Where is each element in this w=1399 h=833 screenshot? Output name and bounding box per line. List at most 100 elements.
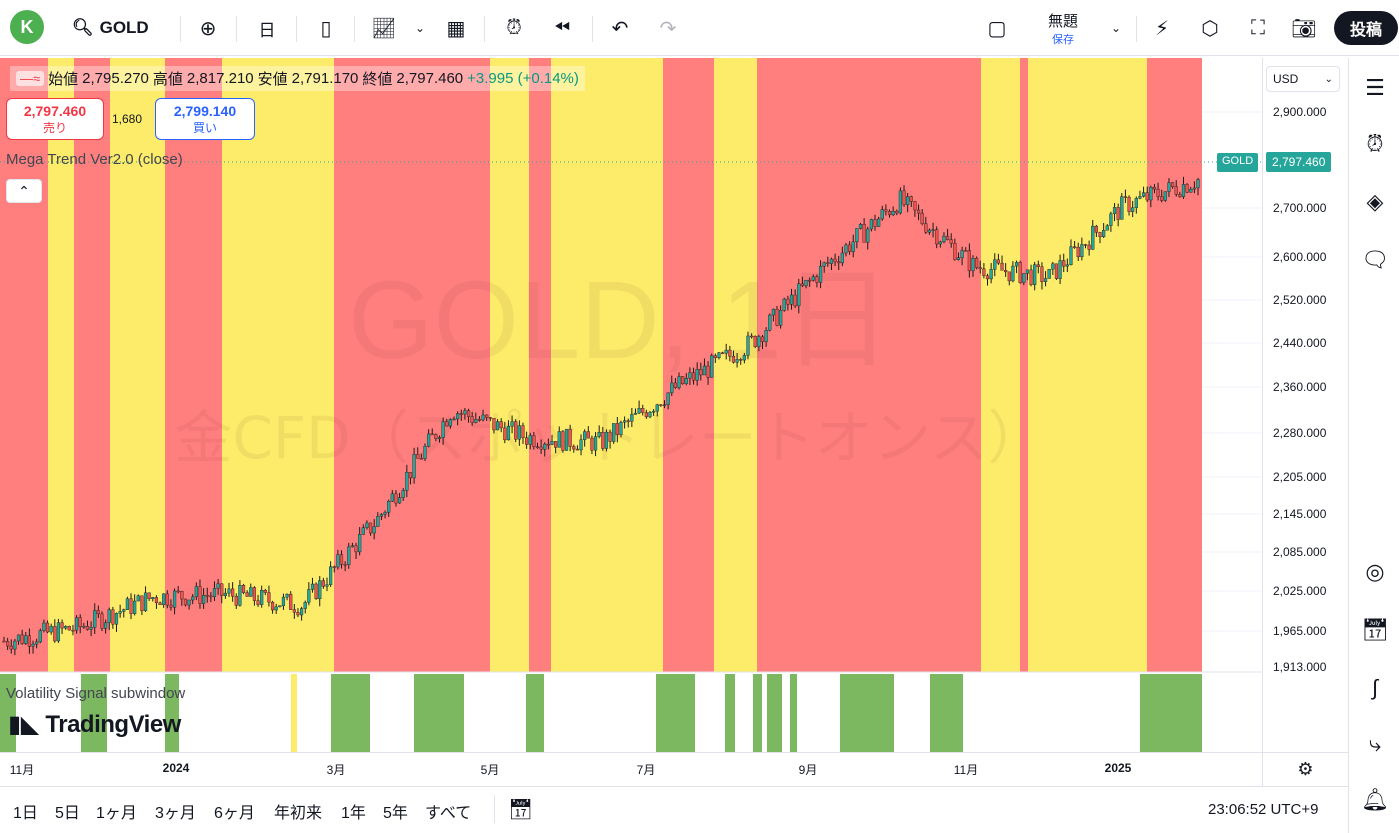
candle-body [695, 369, 699, 381]
redo-icon[interactable]: ↷ [659, 17, 677, 40]
candle-body [466, 410, 471, 417]
time-axis[interactable]: 11月 2024 3月 5月 7月 9月 11月 2025 [0, 752, 1262, 786]
clock[interactable]: 23:06:52 UTC+9 [1208, 801, 1319, 818]
stream-icon[interactable]: ⤷ [1368, 731, 1382, 756]
legend-toggle-icon[interactable]: —≈ [16, 71, 45, 86]
notification-bell-icon[interactable]: 🔔︎ [1361, 787, 1389, 812]
candle-body [601, 432, 605, 449]
templates-icon[interactable]: ▦ [446, 17, 466, 40]
candle-body [1131, 207, 1135, 212]
undo-icon[interactable]: ↶ [611, 17, 629, 40]
candle-style-icon[interactable]: ▯ [320, 17, 332, 40]
candle-body [270, 601, 275, 611]
quick-search-icon[interactable]: ⚡︎ [1154, 17, 1170, 40]
goto-date-icon[interactable]: 📅︎ [508, 799, 534, 821]
candle-body [554, 441, 558, 448]
candle-body [1189, 188, 1193, 193]
symbol-search-button[interactable]: 🔍︎ GOLD [72, 0, 162, 56]
post-button[interactable]: 投稿 [1334, 11, 1398, 45]
change-value: +3.995 (+0.14%) [467, 70, 579, 87]
sell-button[interactable]: 2,797.460 売り [6, 98, 104, 140]
candle-body [42, 622, 46, 631]
candle-body [1087, 244, 1091, 250]
candle-body [336, 554, 340, 568]
candle-body [13, 640, 17, 650]
candle-body [408, 471, 413, 479]
candle-body [633, 412, 638, 415]
candle-body [648, 411, 652, 418]
trend-band [490, 58, 529, 672]
candle-body [535, 446, 540, 448]
candle-body [804, 279, 808, 286]
candle-body [78, 617, 82, 627]
candle-body [673, 382, 677, 388]
range-button[interactable]: 1ヶ月 [96, 805, 137, 822]
buy-button[interactable]: 2,799.140 買い [155, 98, 255, 140]
time-label: 9月 [798, 763, 818, 777]
camera-icon[interactable]: 📷︎ [1291, 17, 1317, 40]
price-axis[interactable]: 2,900.000 2,700.000 2,600.000 2,520.000 2,44… [1262, 58, 1348, 752]
axis-settings-icon[interactable]: ⚙︎ [1262, 752, 1348, 786]
chevron-down-icon[interactable]: ⌄ [1110, 21, 1122, 35]
candle-body [314, 583, 318, 600]
candle-body [430, 433, 434, 436]
candle-body [1160, 196, 1164, 201]
volatility-signal-bar [0, 674, 16, 752]
range-button[interactable]: 1年 [341, 805, 366, 822]
candle-body [1109, 213, 1113, 226]
range-button[interactable]: 1日 [13, 805, 38, 822]
watchlist-icon[interactable]: ☰ [1365, 75, 1385, 100]
alarm-clock-icon[interactable]: ⏰︎ [1366, 131, 1384, 156]
range-button[interactable]: 年初来 [274, 805, 323, 822]
candle-body [1033, 264, 1037, 285]
currency-select[interactable]: USD ⌄ [1266, 66, 1340, 92]
candle-body [1029, 269, 1033, 285]
low-value: 2,791.170 [291, 70, 359, 87]
candle-body [96, 610, 100, 615]
range-button[interactable]: 3ヶ月 [155, 805, 196, 822]
sell-label: 売り [42, 121, 67, 135]
interval-button[interactable]: 日 [258, 20, 276, 40]
collapse-chevron-up-icon[interactable]: ⌃ [6, 179, 42, 203]
save-layout-button[interactable]: 無題 保存 [1030, 0, 1096, 56]
pine-editor-icon[interactable]: ∫ [1371, 675, 1379, 700]
candle-body [100, 613, 104, 629]
calendar-icon[interactable]: 📅︎ [1361, 617, 1389, 642]
candle-body [427, 433, 431, 447]
candle-body [1080, 244, 1084, 258]
candle-body [390, 493, 394, 502]
alert-icon[interactable]: ⏰︎ [506, 16, 522, 39]
tradingview-logo[interactable]: ▮◣ TradingView [8, 711, 181, 738]
candle-body [136, 595, 140, 602]
candle-body [506, 425, 511, 441]
user-avatar[interactable]: K [10, 10, 44, 44]
ohlc-legend: —≈ 始値 2,795.270 高値 2,817.210 安値 2,791.170 終… [10, 66, 585, 91]
range-button[interactable]: 5日 [55, 805, 80, 822]
sell-price: 2,797.460 [23, 103, 87, 119]
layout-icon[interactable]: ▢ [987, 17, 1007, 40]
range-button[interactable]: すべて [425, 805, 472, 822]
range-button[interactable]: 5年 [383, 805, 408, 822]
candle-body [793, 294, 797, 307]
layers-icon[interactable]: ◈ [1366, 189, 1384, 214]
candle-body [9, 645, 13, 650]
replay-icon[interactable]: ⏪︎ [554, 16, 570, 39]
subwindow-name[interactable]: Volatility Signal subwindow [6, 685, 186, 702]
candle-body [129, 598, 133, 614]
candle-body [572, 446, 576, 450]
target-icon[interactable]: ◎ [1365, 559, 1385, 584]
chart-pane[interactable]: GOLD, 1日金CFD（スポットレートオンス） [0, 58, 1262, 752]
candle-body [318, 580, 322, 600]
settings-icon[interactable]: ⬡ [1201, 17, 1219, 40]
chevron-down-icon[interactable]: ⌄ [414, 21, 426, 35]
candle-body [245, 592, 249, 597]
indicators-icon[interactable]: 📈︎ [371, 17, 397, 40]
fullscreen-icon[interactable]: ⛶ [1251, 16, 1265, 39]
candle-body [423, 446, 427, 459]
range-button[interactable]: 6ヶ月 [214, 805, 255, 822]
candle-body [1163, 191, 1167, 201]
add-symbol-icon[interactable]: ⊕ [199, 17, 217, 40]
price-chart[interactable]: GOLD, 1日金CFD（スポットレートオンス） [0, 58, 1262, 752]
chat-icon[interactable]: 🗨︎ [1361, 247, 1389, 272]
indicator-name[interactable]: Mega Trend Ver2.0 (close) [6, 151, 183, 168]
